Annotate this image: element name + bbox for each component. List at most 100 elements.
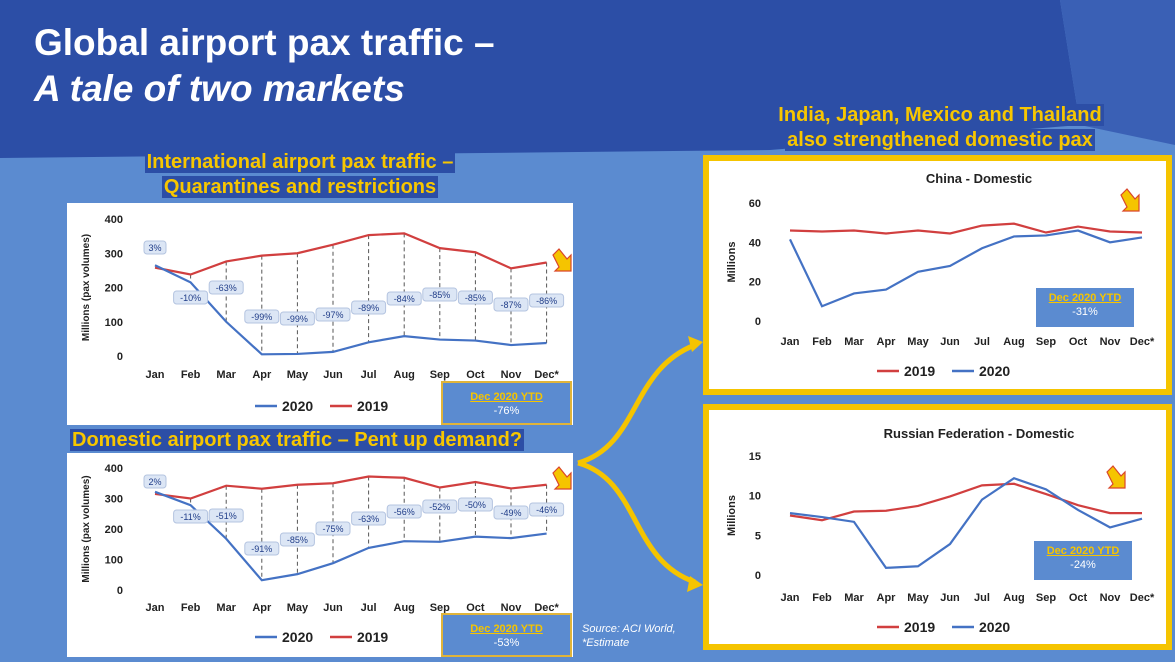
china-line-2020	[789, 229, 1143, 308]
intl-pct-bg-4	[279, 311, 315, 326]
intl-pct-bg-10	[493, 297, 529, 312]
russia-xtick-0: Jan	[781, 592, 800, 604]
dom-pct-2: -51%	[216, 511, 237, 521]
russia-chart-panel: Russian Federation - Domestic 0 5 10 15 Milli…	[703, 404, 1172, 650]
intl-pct-5: -97%	[322, 310, 343, 320]
china-legend-label-2020: 2020	[979, 363, 1010, 379]
intl-ytick-300: 300	[105, 248, 123, 260]
russia-xtick-5: Jun	[940, 592, 960, 604]
china-arrow-icon	[1120, 188, 1140, 212]
russia-chart: Russian Federation - Domestic 0 5 10 15 Milli…	[726, 426, 1155, 635]
intl-xtick-2: Mar	[216, 369, 236, 381]
intl-pct-bg-2	[208, 280, 244, 295]
intl-ytd-label: Dec 2020 YTD	[470, 391, 543, 403]
china-ytick-40: 40	[749, 237, 761, 249]
arrow-to-china	[577, 342, 696, 466]
china-chart-panel: China - Domestic 0 20 40 60 Millions Jan Feb Mar…	[703, 155, 1172, 395]
russia-xtick-4: May	[907, 592, 929, 604]
dom-pct-10: -49%	[500, 508, 521, 518]
russia-line-2020	[789, 476, 1143, 569]
intl-arrow-icon	[552, 248, 572, 272]
china-legend-label-2019: 2019	[904, 363, 935, 379]
china-xtick-1: Feb	[812, 336, 832, 348]
china-xtick-4: May	[907, 336, 929, 348]
china-arrow-icon-shape	[1120, 188, 1140, 212]
china-title: China - Domestic	[926, 171, 1032, 186]
arrow-to-china-head	[688, 336, 703, 352]
dom-pct-0: 2%	[148, 477, 161, 487]
dom-pct-bg-8	[422, 499, 458, 514]
intl-xtick-10: Nov	[501, 369, 523, 381]
dom-ylabel: Millions (pax volumes)	[81, 475, 92, 582]
dom-legend-label-2019: 2019	[357, 629, 388, 645]
dom-heading-text: Domestic airport pax traffic – Pent up d…	[70, 429, 525, 451]
dom-xtick-9: Oct	[466, 602, 485, 614]
dom-xtick-6: Jul	[361, 602, 377, 614]
russia-xtick-3: Apr	[877, 592, 897, 604]
russia-xtick-2: Mar	[844, 592, 864, 604]
dom-pct-bg-5	[315, 521, 351, 536]
intl-line-2020	[154, 264, 547, 356]
china-chart: China - Domestic 0 20 40 60 Millions Jan Feb Mar…	[726, 171, 1155, 379]
dom-pct-bg-4	[279, 532, 315, 547]
intl-heading-line1: International airport pax traffic –	[144, 151, 456, 173]
dom-xtick-7: Aug	[394, 602, 415, 614]
intl-xtick-5: Jun	[323, 369, 343, 381]
china-xtick-9: Oct	[1069, 336, 1088, 348]
dom-pct-bg-2	[208, 508, 244, 523]
dom-xtick-2: Mar	[216, 602, 236, 614]
dom-chart: 0 100 200 300 400 Millions (pax volumes) Jan Fe…	[81, 463, 572, 645]
russia-xtick-10: Nov	[1100, 592, 1122, 604]
russia-xtick-8: Sep	[1036, 592, 1056, 604]
intl-pct-bg-9	[457, 290, 493, 305]
dom-arrow-icon-shape	[552, 466, 572, 490]
dom-line-2019	[154, 475, 547, 500]
china-ytick-60: 60	[749, 198, 761, 210]
russia-ylabel: Millions	[726, 495, 738, 536]
dom-pct-3: -91%	[251, 544, 272, 554]
intl-pct-11: -86%	[536, 296, 557, 306]
intl-legend-label-2020: 2020	[282, 398, 313, 414]
intl-pct-bg-3	[244, 309, 280, 324]
dom-chart-panel: 0 100 200 300 400 Millions (pax volumes) Jan Fe…	[67, 453, 573, 657]
intl-pct-bg-5	[315, 307, 351, 322]
dom-xtick-0: Jan	[146, 602, 165, 614]
dom-ytick-200: 200	[105, 524, 123, 536]
intl-ylabel: Millions (pax volumes)	[81, 234, 92, 341]
dom-ytd-label: Dec 2020 YTD	[470, 623, 543, 635]
intl-arrow-icon-shape	[552, 248, 572, 272]
source-line1: Source: ACI World,	[582, 623, 676, 635]
dom-xtick-5: Jun	[323, 602, 343, 614]
dom-pct-bg-10	[493, 505, 529, 520]
china-xtick-5: Jun	[940, 336, 960, 348]
russia-ytick-5: 5	[755, 530, 761, 542]
source-line2: *Estimate	[582, 637, 630, 649]
dom-pct-1: -11%	[180, 512, 200, 522]
right-heading-line2: also strengthened domestic pax	[785, 129, 1095, 151]
dom-pct-bg-9	[457, 497, 493, 512]
dom-ytick-100: 100	[105, 555, 123, 567]
dom-pct-bg-0	[143, 474, 167, 489]
intl-xtick-4: May	[287, 369, 309, 381]
china-xtick-10: Nov	[1100, 336, 1122, 348]
dom-legend-label-2020: 2020	[282, 629, 313, 645]
dom-arrow-icon	[552, 466, 572, 490]
intl-legend-label-2019: 2019	[357, 398, 388, 414]
russia-legend-label-2020: 2020	[979, 619, 1010, 635]
arrow-to-russia	[577, 460, 696, 585]
china-line-2019	[789, 222, 1143, 235]
dom-ytd-value: -53%	[493, 637, 520, 649]
dom-pct-11: -46%	[536, 505, 557, 515]
dom-ytick-400: 400	[105, 463, 123, 475]
russia-ytick-0: 0	[755, 570, 761, 582]
intl-xtick-6: Jul	[361, 369, 377, 381]
right-heading: India, Japan, Mexico and Thailand also s…	[720, 103, 1160, 153]
page-title-line1: Global airport pax traffic –	[34, 22, 495, 63]
russia-xtick-9: Oct	[1069, 592, 1088, 604]
intl-pct-9: -85%	[465, 293, 486, 303]
dom-ytick-0: 0	[117, 585, 123, 597]
dom-pct-bg-1	[173, 509, 209, 524]
russia-xtick-6: Jul	[974, 592, 990, 604]
intl-pct-bg-8	[422, 287, 458, 302]
china-ytd-label: Dec 2020 YTD	[1048, 292, 1122, 304]
